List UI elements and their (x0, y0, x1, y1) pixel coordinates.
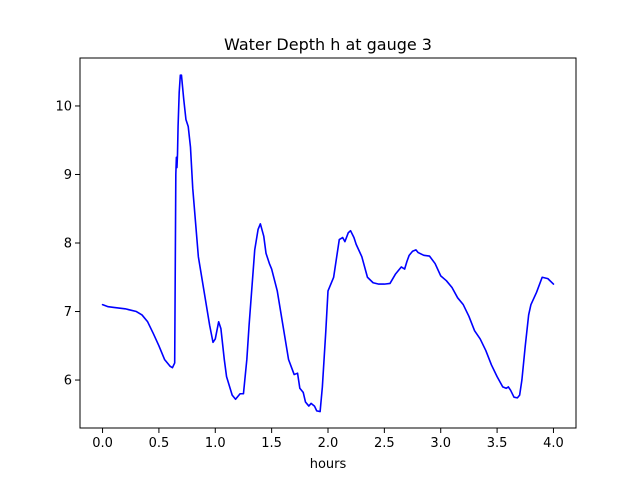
y-tick-label: 7 (64, 305, 72, 320)
plot-area (80, 58, 576, 428)
series-layer (101, 74, 555, 413)
x-tick-label: 2.0 (318, 436, 339, 451)
x-tick-label: 3.5 (487, 436, 508, 451)
x-tick-label: 2.5 (374, 436, 395, 451)
y-tick-label: 10 (55, 99, 72, 114)
y-tick-label: 6 (64, 374, 72, 389)
x-tick-label: 1.5 (261, 436, 282, 451)
x-axis: 0.0 0.5 1.0 1.5 2.0 2.5 3.0 3.5 4.0 (92, 428, 564, 451)
y-tick-label: 9 (64, 168, 72, 183)
x-tick-label: 0.0 (92, 436, 113, 451)
x-axis-label: hours (310, 457, 347, 472)
x-tick-label: 3.0 (430, 436, 451, 451)
y-axis: 6 7 8 9 10 (55, 99, 80, 389)
y-tick-label: 8 (64, 237, 72, 252)
chart-title: Water Depth h at gauge 3 (224, 35, 432, 54)
series-line (101, 74, 555, 413)
plot-frame (79, 57, 577, 429)
x-tick-label: 1.0 (205, 436, 226, 451)
x-tick-label: 0.5 (149, 436, 170, 451)
x-tick-label: 4.0 (543, 436, 564, 451)
